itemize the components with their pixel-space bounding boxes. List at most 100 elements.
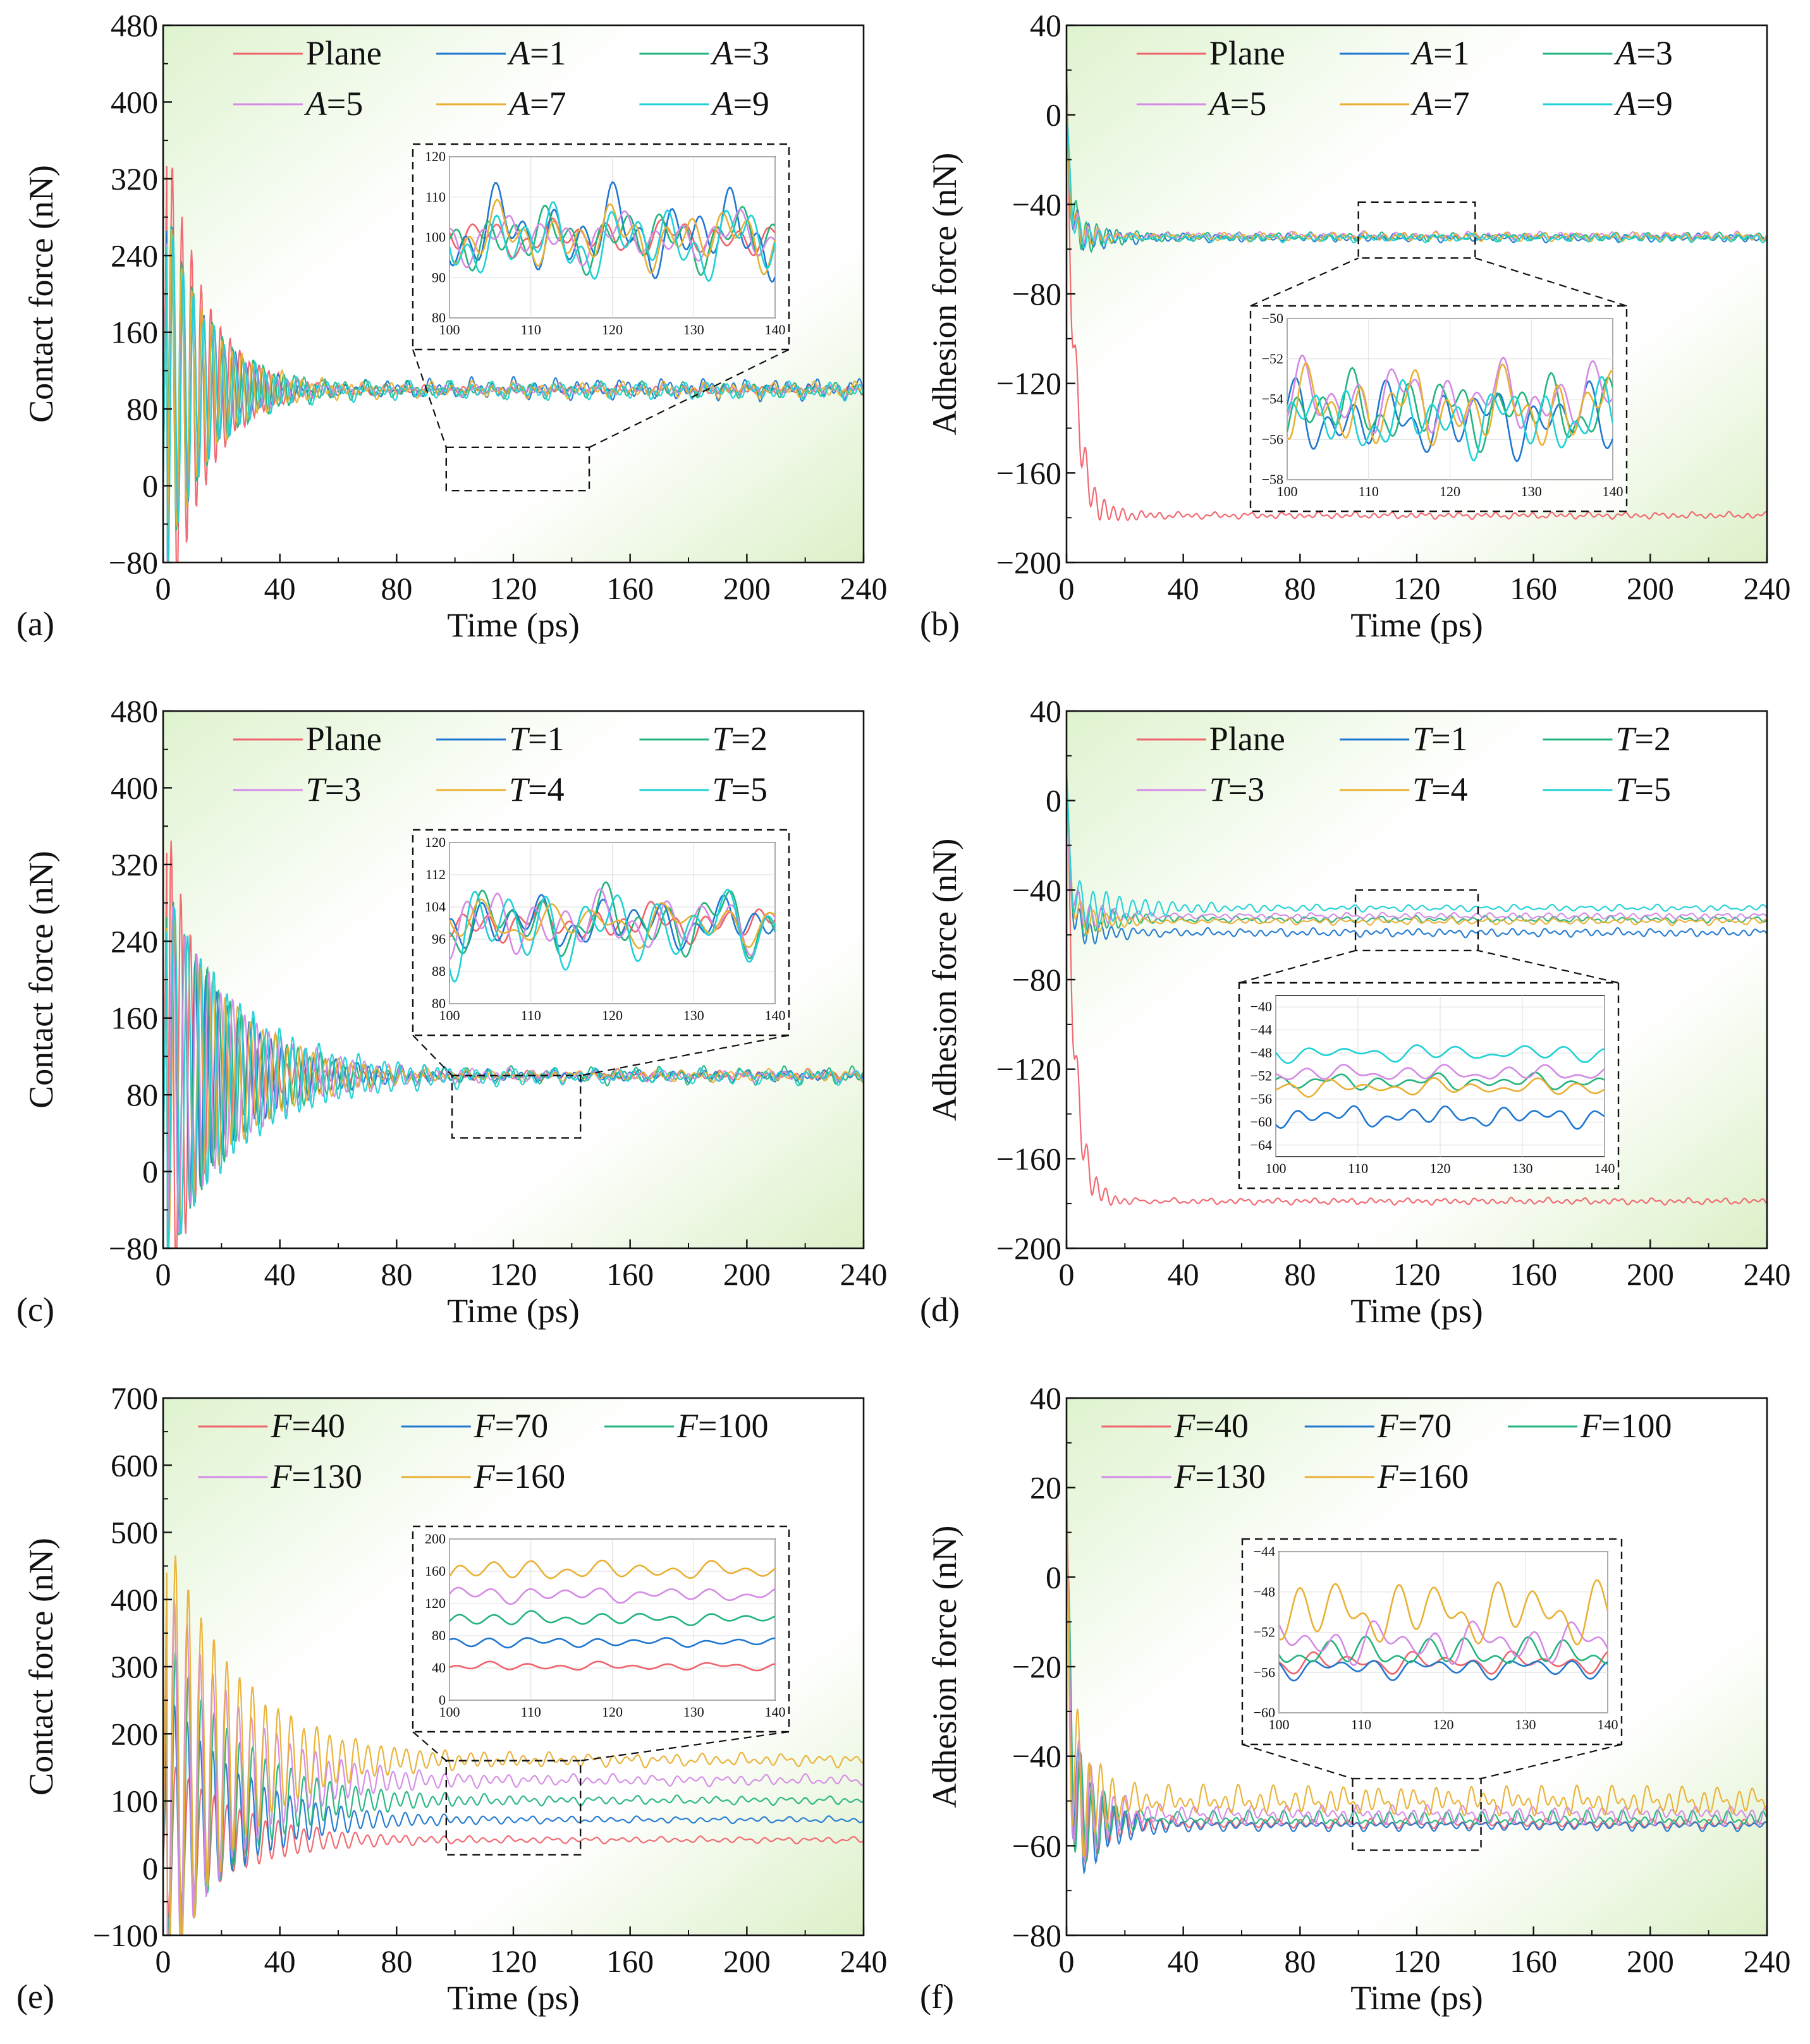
legend-label: T=3 — [1209, 770, 1265, 808]
x-axis-title: Time (ps) — [447, 1292, 580, 1330]
y-axis-title: Adhesion force (nN) — [926, 153, 963, 435]
x-tick-label: 240 — [840, 571, 888, 606]
legend-entry: A=3 — [639, 34, 769, 72]
inset-series-line-f-40 — [449, 1660, 775, 1672]
y-tick-label: 40 — [1030, 693, 1061, 729]
inset-connector — [1481, 1743, 1622, 1780]
x-tick-label: 200 — [723, 1944, 771, 1979]
inset-y-tick-label: 110 — [425, 189, 446, 205]
inset-y-tick-label: −52 — [1254, 1624, 1275, 1640]
inset-x-tick-label: 120 — [1433, 1717, 1454, 1732]
inset-series-line-a-9 — [1287, 375, 1613, 461]
inset-x-tick-label: 130 — [1515, 1717, 1536, 1732]
inset-series-line-t-2 — [449, 881, 775, 959]
legend-label: F=160 — [1377, 1457, 1469, 1495]
y-tick-label: 20 — [1030, 1470, 1061, 1506]
y-tick-label: −40 — [1012, 186, 1061, 222]
x-tick-label: 80 — [381, 1944, 412, 1979]
legend-label: T=1 — [1412, 720, 1468, 758]
inset-x-tick-label: 130 — [1521, 484, 1542, 499]
inset-series-line-f-70 — [1279, 1660, 1608, 1682]
x-axis-title: Time (ps) — [1350, 1979, 1483, 2017]
legend-label: F=130 — [270, 1457, 362, 1495]
legend-entry: A=7 — [1340, 85, 1470, 123]
y-tick-label: 80 — [126, 391, 158, 427]
zoom-region-box — [451, 1074, 582, 1139]
x-tick-label: 0 — [156, 1944, 171, 1979]
inset-series-line-t-5 — [449, 888, 775, 983]
chart-panel-3: 0 40 80 120 160 200 240−80080160240320400480Ti… — [16, 693, 888, 1330]
inset-series-group — [1287, 354, 1613, 463]
legend-label: Plane — [1209, 34, 1285, 72]
y-tick-label: −120 — [996, 1052, 1061, 1087]
panel-label: (e) — [16, 1978, 54, 2016]
series-line-a-9 — [163, 234, 864, 562]
x-tick-label: 200 — [1627, 1944, 1674, 1979]
inset-x-tick-label: 110 — [521, 322, 541, 338]
legend-entry: F=40 — [1101, 1407, 1249, 1445]
inset-y-tick-label: 112 — [425, 867, 446, 882]
x-axis-title: Time (ps) — [1350, 1292, 1483, 1330]
inset-y-tick-label: −40 — [1250, 999, 1272, 1014]
chart-panel-4: 0 40 80 120 160 200 240 −200 −160 −120 −80 −40 0 40 Ti… — [920, 693, 1791, 1330]
x-tick-label: 0 — [156, 1256, 171, 1292]
legend-label: T=5 — [1615, 770, 1671, 808]
inset-x-tick-label: 100 — [1266, 1160, 1287, 1176]
inset-y-tick-label: 100 — [425, 229, 446, 245]
inset-y-tick-label: −52 — [1262, 351, 1283, 367]
legend-entry: A=9 — [639, 85, 769, 123]
legend-entry: F=160 — [401, 1457, 565, 1495]
zoom-region-box — [445, 446, 590, 492]
x-tick-label: 240 — [840, 1944, 888, 1979]
series-line-plane — [1067, 73, 1767, 521]
x-tick-label: 200 — [723, 1256, 771, 1292]
legend-entry: T=4 — [1340, 770, 1468, 808]
legend-label: A=5 — [304, 85, 363, 123]
inset-connector — [412, 349, 447, 448]
series-group — [163, 166, 864, 563]
inset-series-line-t-5 — [1276, 1044, 1605, 1064]
y-tick-label: 200 — [111, 1716, 158, 1751]
series-line-f-40 — [163, 1767, 864, 1919]
inset-x-tick-label: 100 — [439, 322, 460, 338]
legend-entry: F=100 — [1508, 1407, 1672, 1445]
series-line-f-130 — [1067, 1499, 1767, 1863]
inset-y-tick-label: 80 — [432, 995, 446, 1011]
inset-series-line-f-130 — [1279, 1620, 1608, 1666]
x-tick-label: 120 — [1393, 1944, 1441, 1979]
legend-label: T=3 — [306, 770, 362, 808]
y-tick-label: 100 — [111, 1784, 158, 1819]
inset-series-line-a-5 — [449, 209, 775, 269]
legend-label: T=5 — [712, 770, 767, 808]
x-tick-label: 160 — [606, 1256, 654, 1292]
inset-y-tick-label: 90 — [432, 269, 446, 285]
inset-x-tick-label: 130 — [683, 322, 704, 338]
inset-series-line-f-160 — [449, 1559, 775, 1579]
y-tick-label: 0 — [142, 1154, 158, 1189]
legend-label: F=100 — [676, 1407, 768, 1445]
x-axis-title: Time (ps) — [1350, 606, 1483, 644]
legend-entry: F=40 — [198, 1407, 345, 1445]
legend-label: F=70 — [474, 1407, 548, 1445]
inset-y-tick-label: 120 — [425, 1595, 446, 1611]
inset-series-group — [1276, 1044, 1605, 1130]
inset-connector — [1238, 949, 1356, 984]
x-tick-label: 40 — [264, 1944, 296, 1979]
inset-series-line-plane — [449, 900, 775, 946]
y-tick-label: 0 — [142, 1851, 158, 1886]
x-tick-label: 40 — [1168, 1944, 1199, 1979]
inset-y-tick-label: −60 — [1250, 1114, 1272, 1129]
inset-x-tick-label: 120 — [602, 1704, 623, 1720]
y-tick-label: 40 — [1030, 1380, 1061, 1416]
inset-series-line-a-1 — [1287, 377, 1613, 463]
inset-connector — [1477, 949, 1619, 984]
inset-x-tick-label: 100 — [1277, 484, 1298, 499]
legend-label: A=9 — [710, 85, 769, 123]
x-tick-label: 120 — [490, 1944, 537, 1979]
series-group — [1067, 73, 1767, 521]
x-tick-label: 200 — [1627, 571, 1674, 606]
inset-x-tick-label: 110 — [521, 1704, 541, 1720]
y-axis-title: Adhesion force (nN) — [926, 1526, 963, 1808]
legend-label: F=130 — [1173, 1457, 1265, 1495]
legend-entry: A=1 — [1340, 34, 1470, 72]
